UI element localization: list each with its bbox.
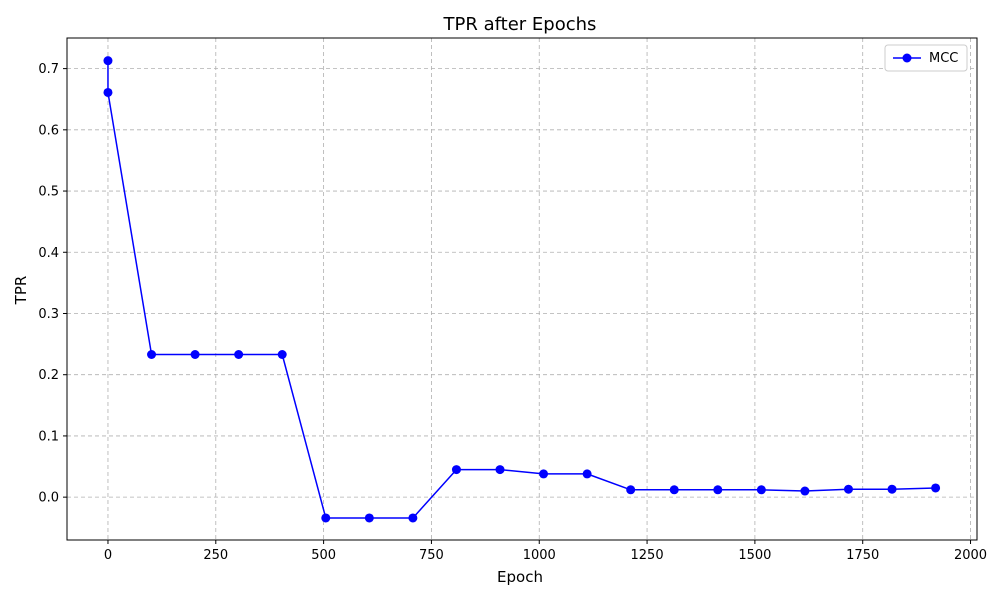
data-point — [364, 513, 374, 523]
data-point — [756, 485, 766, 495]
data-point — [887, 484, 897, 494]
y-tick-label: 0.2 — [38, 368, 59, 383]
x-tick-label: 1250 — [631, 548, 664, 563]
data-point — [626, 485, 636, 495]
data-point — [582, 469, 592, 479]
grid — [67, 38, 977, 540]
y-tick-label: 0.6 — [38, 123, 59, 138]
data-point — [103, 87, 113, 97]
y-tick-label: 0.5 — [38, 185, 59, 200]
legend: MCC — [884, 44, 968, 72]
data-point — [234, 350, 244, 360]
data-point — [190, 350, 200, 360]
data-point — [800, 486, 810, 496]
legend-box — [884, 44, 968, 72]
y-tick-label: 0.7 — [38, 62, 59, 77]
x-tick-label: 2000 — [954, 548, 987, 563]
y-tick-label: 0.4 — [38, 246, 59, 261]
data-point — [451, 465, 461, 475]
data-point — [321, 513, 331, 523]
data-point — [669, 485, 679, 495]
data-point — [277, 350, 287, 360]
x-tick-label: 250 — [203, 548, 228, 563]
series-layer — [103, 56, 941, 523]
chart-title: TPR after Epochs — [443, 14, 597, 35]
data-point — [103, 56, 113, 66]
plot-frame — [66, 37, 978, 541]
data-point — [931, 483, 941, 493]
data-point — [713, 485, 723, 495]
y-axis: 0.0 0.1 0.2 0.3 0.4 0.5 0.6 0.7 — [38, 62, 67, 506]
x-tick-label: 1750 — [846, 548, 879, 563]
y-axis-label: TPR — [12, 276, 30, 306]
x-tick-label: 750 — [419, 548, 444, 563]
y-tick-label: 0.1 — [38, 429, 59, 444]
data-point — [539, 469, 549, 479]
x-tick-label: 0 — [104, 548, 112, 563]
x-tick-label: 1000 — [523, 548, 556, 563]
legend-label-mcc: MCC — [929, 51, 958, 66]
y-tick-label: 0.3 — [38, 307, 59, 322]
legend-marker-mcc — [902, 53, 912, 63]
data-point — [147, 350, 157, 360]
y-tick-label: 0.0 — [38, 491, 59, 506]
plot-area — [67, 38, 977, 540]
x-tick-label: 1500 — [738, 548, 771, 563]
x-tick-label: 500 — [311, 548, 336, 563]
data-point — [843, 484, 853, 494]
data-point — [495, 465, 505, 475]
data-point — [408, 513, 418, 523]
x-axis: 0 250 500 750 1000 1250 1500 1750 2000 — [104, 540, 987, 563]
x-axis-label: Epoch — [497, 568, 543, 586]
